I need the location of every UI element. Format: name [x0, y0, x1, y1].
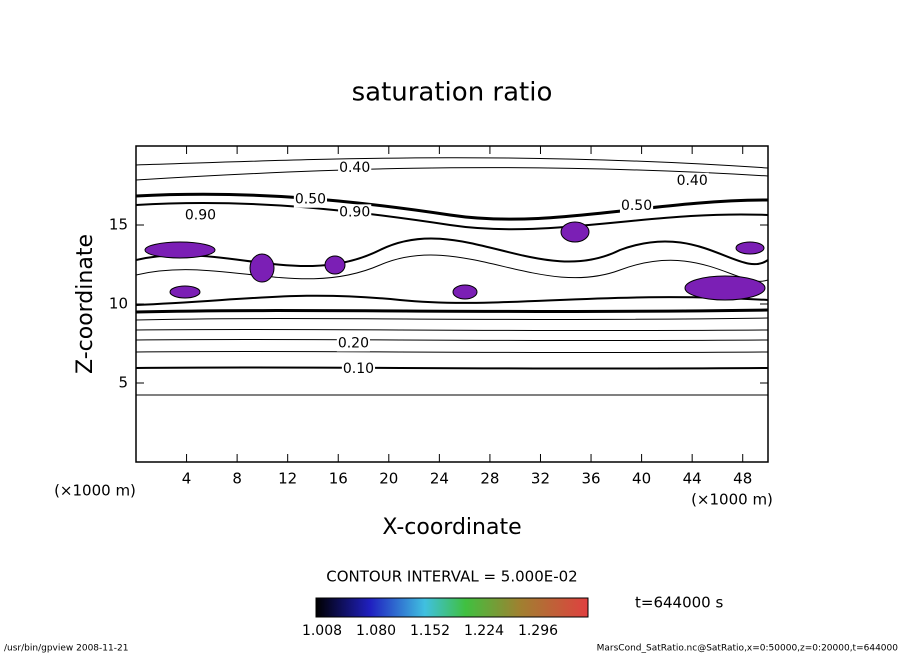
y-tick-label: 10: [109, 295, 128, 313]
contour-label: 0.90: [185, 208, 216, 224]
x-tick-label: 12: [278, 470, 297, 488]
x-unit: (×1000 m): [691, 491, 773, 509]
contour-label: 0.50: [621, 198, 652, 214]
footer-right: MarsCond_SatRatio.nc@SatRatio,x=0:50000,…: [597, 644, 899, 654]
colorbar: [315, 597, 589, 618]
footer-left: /usr/bin/gpview 2008-11-21: [4, 644, 128, 654]
x-tick-label: 16: [329, 470, 348, 488]
x-tick-label: 20: [379, 470, 398, 488]
contour-label: 0.40: [339, 160, 370, 176]
x-tick-label: 8: [232, 470, 242, 488]
time-label: t=644000 s: [635, 594, 723, 612]
x-tick-label: 4: [182, 470, 192, 488]
contour-label-bg: [675, 172, 709, 189]
x-axis-label: X-coordinate: [382, 515, 521, 540]
contour-label: 0.50: [295, 192, 326, 208]
colorbar-tick-label: 1.008: [302, 623, 342, 639]
x-tick-label: 24: [430, 470, 449, 488]
contour-label: 0.10: [343, 361, 374, 377]
contour-label-bg: [336, 335, 370, 352]
contour-label-bg: [183, 207, 218, 224]
y-tick-label: 5: [118, 374, 128, 392]
colorbar-tick-label: 1.224: [464, 623, 504, 639]
x-tick-label: 28: [480, 470, 499, 488]
contour-label-bg: [293, 191, 328, 208]
colorbar-tick-label: 1.152: [410, 623, 450, 639]
x-unit: (×1000 m): [54, 482, 136, 500]
contour-label-bg: [619, 198, 654, 215]
colorbar-tick-label: 1.080: [356, 623, 396, 639]
colorbar-tick-label: 1.296: [518, 623, 558, 639]
x-tick-label: 36: [581, 470, 600, 488]
contour-label: 0.20: [338, 336, 369, 352]
supersaturation-regions: [144, 221, 766, 301]
x-tick-label: 40: [632, 470, 651, 488]
contour-label: 0.40: [677, 173, 708, 189]
contour-label: 0.90: [339, 204, 370, 220]
x-tick-label: 48: [733, 470, 752, 488]
contour-label-bg: [341, 360, 376, 377]
contour-field: [136, 157, 768, 396]
chart-title: saturation ratio: [352, 78, 553, 108]
contour-interval: CONTOUR INTERVAL = 5.000E-02: [326, 568, 577, 586]
contour-label-bg: [338, 204, 372, 221]
x-tick-label: 44: [683, 470, 702, 488]
contour-label-bg: [338, 160, 372, 177]
y-tick-label: 15: [109, 216, 128, 234]
x-tick-label: 32: [531, 470, 550, 488]
y-axis-label: Z-coordinate: [73, 234, 98, 374]
